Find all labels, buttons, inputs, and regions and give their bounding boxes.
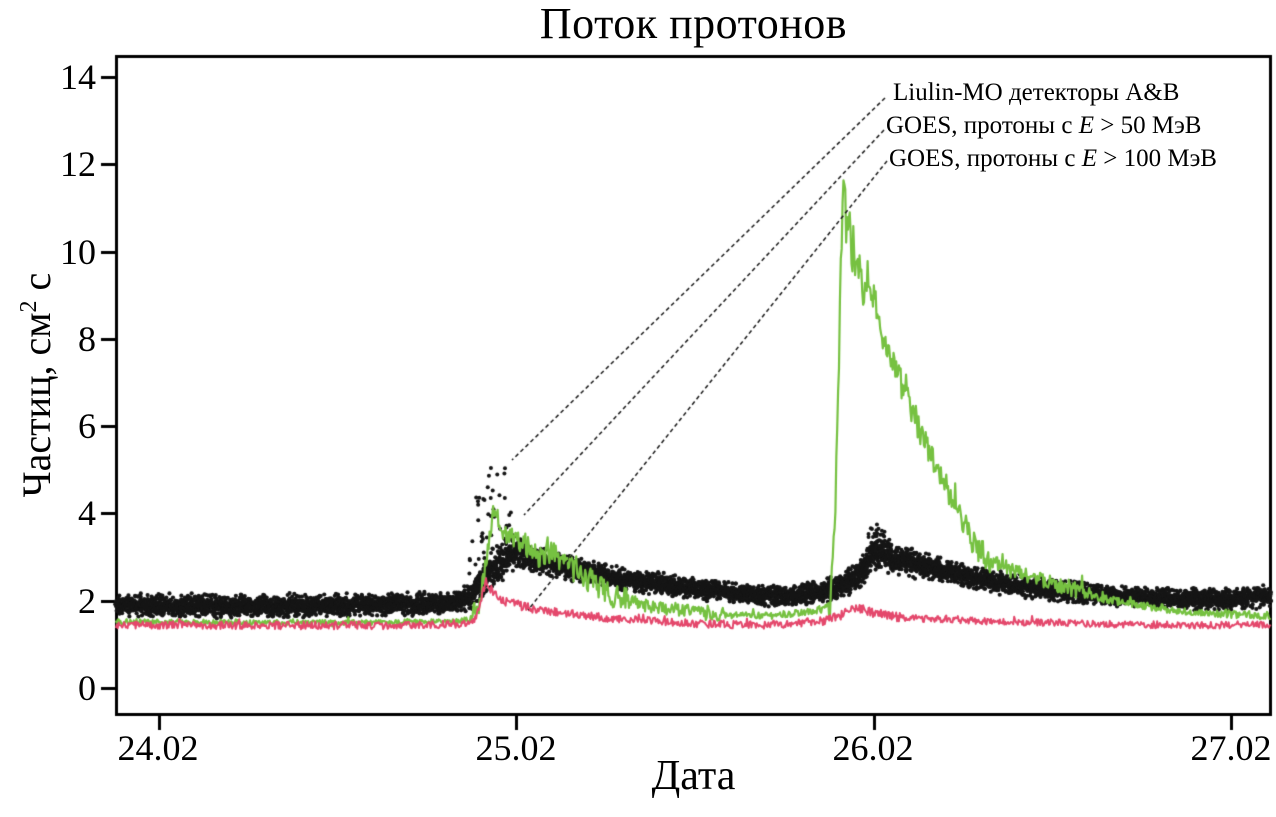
- y-axis-label-superscript: 2: [15, 300, 42, 313]
- x-axis-label: Дата: [651, 753, 736, 799]
- y-tick-label: 12: [60, 144, 96, 184]
- legend-label-text: GOES, протоны с: [886, 112, 1079, 139]
- legend-label-text: GOES, протоны с: [889, 145, 1082, 172]
- y-axis-label: Частиц, см2 с: [7, 273, 59, 498]
- y-tick-label: 14: [60, 57, 96, 97]
- legend-label-text: > 50 МэВ: [1093, 112, 1202, 139]
- x-tick-label: 27.02: [1190, 728, 1272, 768]
- x-tick-label: 25.02: [475, 728, 557, 768]
- legend-label-goes-50: GOES, протоны с E > 50 МэВ: [886, 113, 1201, 139]
- y-axis-label-unit: с: [14, 272, 60, 301]
- x-tick-label: 26.02: [832, 728, 914, 768]
- legend-label-goes-100: GOES, протоны с E > 100 МэВ: [889, 146, 1217, 172]
- y-tick-label: 0: [78, 668, 96, 708]
- legend-label-text: > 100 МэВ: [1096, 145, 1217, 172]
- chart-title: Поток протонов: [539, 0, 848, 48]
- legend-label-liulin: Liulin-MO детекторы A&B: [893, 80, 1179, 106]
- y-tick-label: 4: [78, 493, 96, 533]
- y-tick-label: 6: [78, 406, 96, 446]
- y-tick-label: 10: [60, 232, 96, 272]
- legend-label-em: E: [1081, 145, 1097, 172]
- legend-label-text: Liulin-MO детекторы A&B: [893, 79, 1180, 106]
- y-tick-label: 2: [78, 581, 96, 621]
- x-tick-label: 24.02: [117, 728, 199, 768]
- y-tick-label: 8: [78, 319, 96, 359]
- legend-label-em: E: [1078, 112, 1094, 139]
